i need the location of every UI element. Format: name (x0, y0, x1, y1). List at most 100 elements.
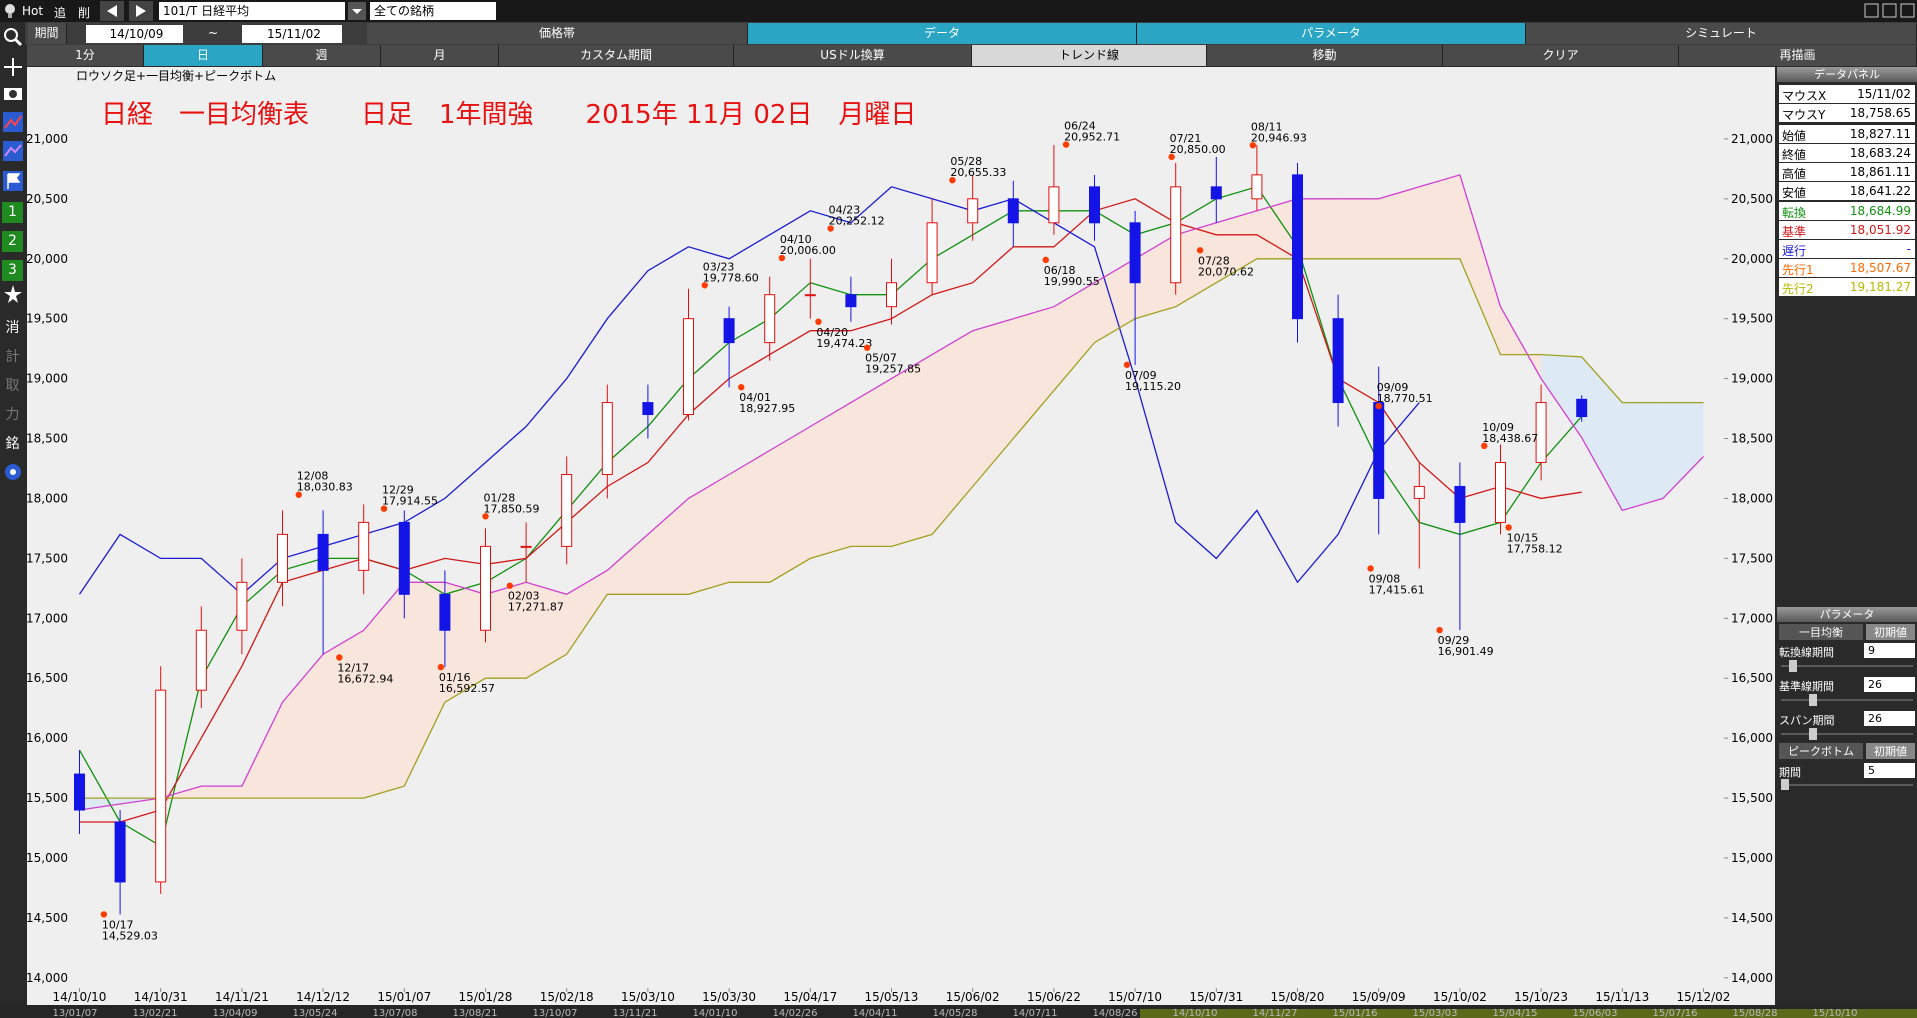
candle-body (480, 545, 491, 631)
x-tick-label: 15/06/02 (946, 990, 1000, 1004)
cloud (201, 786, 242, 799)
range-button[interactable]: トレンド線 (972, 45, 1207, 66)
param-label: スパン期間 (1779, 714, 1835, 727)
nav-buttons[interactable] (100, 1, 156, 21)
row-value: 18,861.11 (1849, 165, 1911, 179)
annotation-value: 17,271.87 (508, 601, 564, 614)
range-button[interactable]: 週 (263, 45, 381, 66)
cloud (404, 582, 445, 787)
to-date[interactable]: 15/11/02 (242, 25, 342, 43)
sidebar-button[interactable]: 2 (2, 231, 23, 252)
reset-button[interactable]: 初期値 (1866, 743, 1915, 759)
from-date[interactable]: 14/10/09 (86, 25, 183, 43)
tab[interactable]: 価格帯 (367, 23, 748, 44)
range-button[interactable]: 移動 (1207, 45, 1443, 66)
row-value: 19,181.27 (1849, 280, 1911, 294)
range-button[interactable]: 日 (144, 45, 263, 66)
sidebar-button[interactable]: 消 (5, 320, 20, 336)
candle-body (561, 473, 573, 547)
indicator-line (79, 258, 1704, 799)
range-button[interactable]: 1分 (27, 45, 144, 66)
range-button[interactable]: カスタム期間 (499, 45, 734, 66)
sidebar-button[interactable]: 取 (5, 378, 20, 394)
add-button[interactable]: 追 (54, 6, 67, 20)
candle-body (642, 402, 654, 416)
param-value[interactable]: 26 (1864, 677, 1915, 692)
param-panel-title: パラメータ (1777, 607, 1917, 622)
param-label: 基準線期間 (1779, 680, 1834, 693)
symbol-box[interactable]: 101/T 日経平均 (159, 2, 345, 20)
x-tick-label: 15/05/13 (865, 990, 919, 1004)
peak-bottom-dot (949, 177, 956, 184)
x-tick-label: 15/03/10 (621, 990, 675, 1004)
cloud (607, 534, 648, 595)
cloud (932, 330, 973, 535)
row-label: 基準 (1782, 225, 1807, 239)
universe-box[interactable]: 全ての銘柄 (370, 2, 496, 20)
sidebar-button[interactable]: 1 (2, 202, 23, 223)
annotation-value: 20,070.62 (1198, 265, 1254, 278)
y-tick-label: 19,000 (1731, 372, 1773, 386)
peak-bottom-dot (295, 491, 302, 498)
overview-label: 14/01/10 (693, 1008, 738, 1018)
range-button[interactable]: クリア (1443, 45, 1679, 66)
sidebar-button[interactable]: 計 (5, 349, 20, 365)
candle-body (317, 533, 329, 571)
param-value[interactable]: 26 (1864, 711, 1915, 726)
sidebar-icons[interactable] (2, 26, 24, 486)
tab[interactable]: パラメータ (1137, 23, 1526, 44)
candle-body (967, 198, 979, 224)
row-value: 18,641.22 (1849, 184, 1911, 198)
y-tick-label: 21,000 (26, 132, 68, 146)
param-sliders[interactable] (1779, 660, 1915, 790)
dropdown[interactable] (348, 2, 366, 20)
hot-button[interactable]: Hot (22, 4, 44, 18)
reset-button[interactable]: 初期値 (1866, 624, 1915, 640)
candle-body (723, 318, 735, 344)
window-buttons[interactable] (1863, 2, 1917, 20)
y-tick-label: 14,500 (1731, 911, 1773, 925)
tab[interactable]: データ (748, 23, 1137, 44)
overview-label: 14/04/11 (853, 1008, 898, 1018)
sidebar-button[interactable]: 3 (2, 260, 23, 281)
peak-bottom-dot (437, 663, 445, 671)
cloud (1419, 174, 1460, 259)
cloud (1135, 234, 1176, 319)
annotation-value: 17,914.55 (382, 495, 438, 508)
range-button[interactable]: USドル換算 (734, 45, 972, 66)
cloud (241, 702, 283, 799)
y-tick-label: 18,000 (26, 491, 68, 505)
tab[interactable]: シミュレート (1526, 23, 1917, 44)
annotation-date: 01/28 (484, 491, 516, 504)
y-tick-label: 19,000 (26, 372, 68, 386)
cloud (1297, 198, 1339, 259)
annotation-value: 17,415.61 (1369, 583, 1425, 596)
candle-body (1089, 186, 1100, 224)
annotation-date: 09/09 (1377, 381, 1409, 394)
range-button[interactable]: 月 (381, 45, 499, 66)
cloud (1541, 354, 1582, 438)
sidebar-button[interactable]: 銘 (5, 436, 20, 452)
candle-body (764, 294, 776, 344)
peak-bottom-dot (1367, 565, 1374, 572)
annotation-date: 05/07 (865, 352, 897, 365)
candle-body (277, 533, 288, 583)
param-value[interactable]: 9 (1864, 643, 1915, 658)
y-tick-label: 17,000 (1731, 611, 1773, 625)
row-value: 15/11/02 (1857, 87, 1911, 101)
candle-body (195, 629, 207, 691)
row-label: 遅行 (1782, 244, 1807, 258)
param-value[interactable]: 5 (1864, 763, 1915, 778)
x-tick-label: 14/12/12 (296, 990, 350, 1004)
candle-body (1413, 485, 1425, 499)
cloud (1175, 222, 1217, 307)
delete-button[interactable]: 削 (78, 6, 91, 20)
x-tick-label: 15/02/18 (540, 990, 594, 1004)
data-row: 先行1 18,507.67 (1779, 259, 1915, 277)
peak-bottom-dot (1062, 141, 1070, 148)
sidebar-button[interactable]: 力 (5, 407, 20, 423)
range-button[interactable]: 再描画 (1679, 45, 1917, 66)
data-row: 基準 18,051.92 (1779, 221, 1915, 239)
cloud (323, 630, 364, 799)
candle-body (74, 773, 85, 811)
